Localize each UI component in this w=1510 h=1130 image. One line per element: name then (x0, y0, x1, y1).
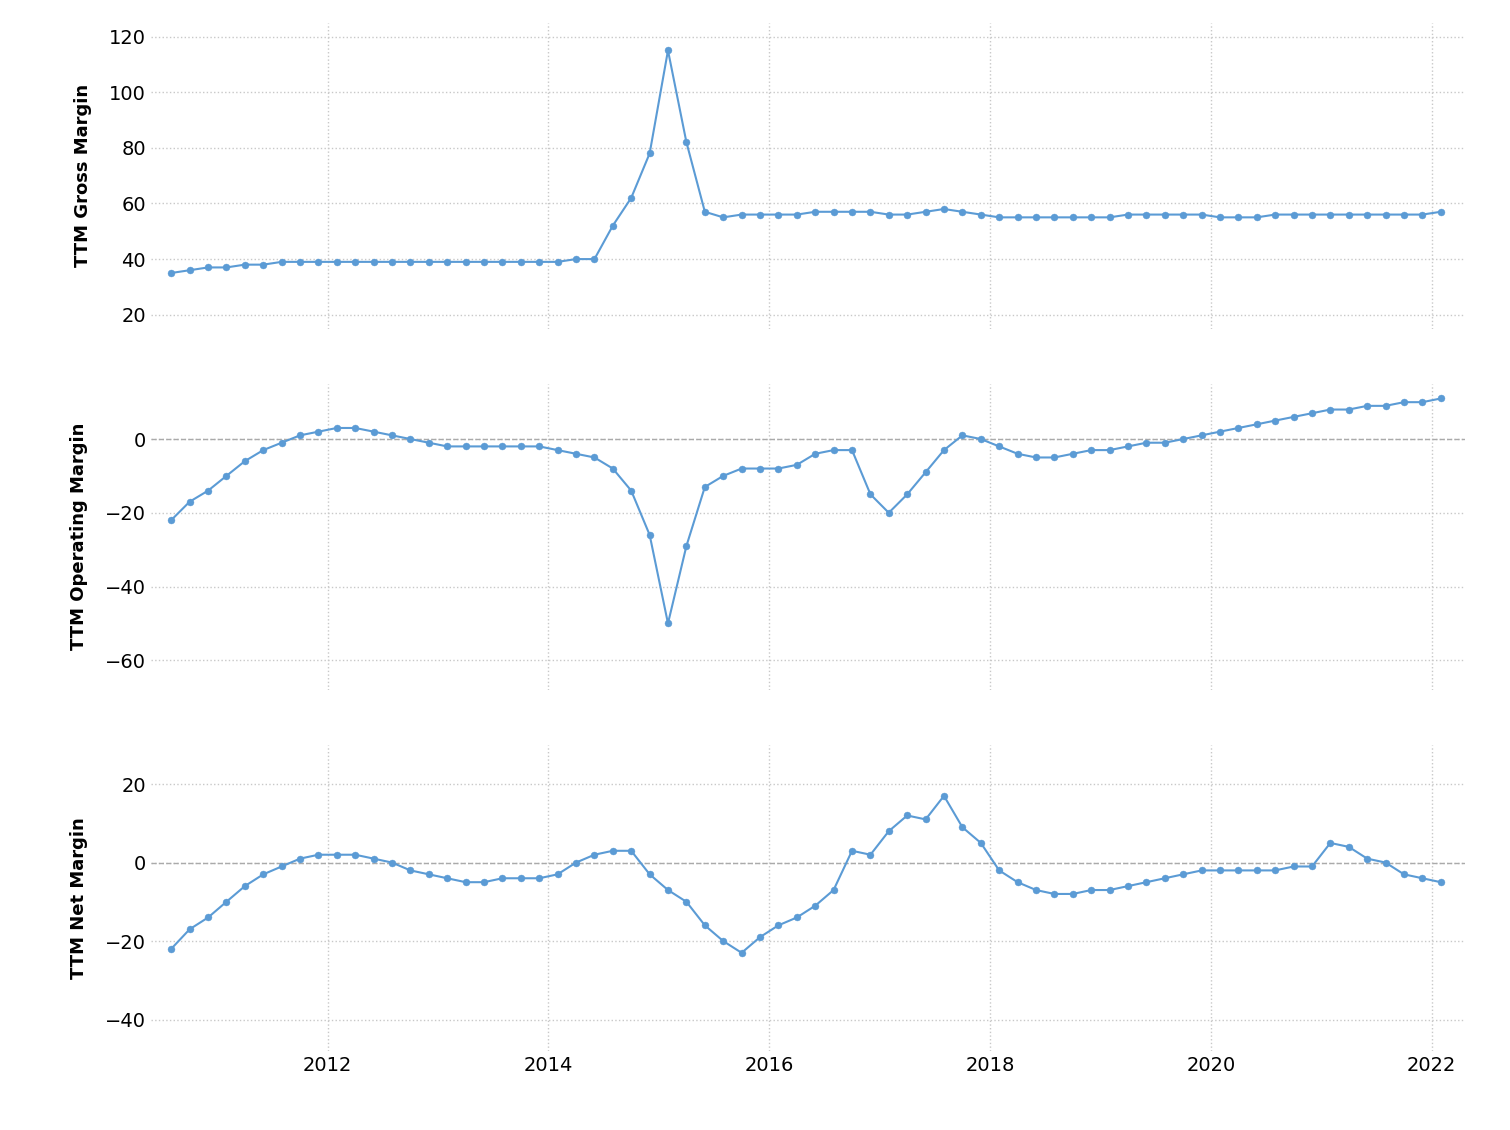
Y-axis label: TTM Gross Margin: TTM Gross Margin (74, 84, 92, 267)
Y-axis label: TTM Operating Margin: TTM Operating Margin (71, 423, 89, 651)
Y-axis label: TTM Net Margin: TTM Net Margin (71, 817, 89, 979)
